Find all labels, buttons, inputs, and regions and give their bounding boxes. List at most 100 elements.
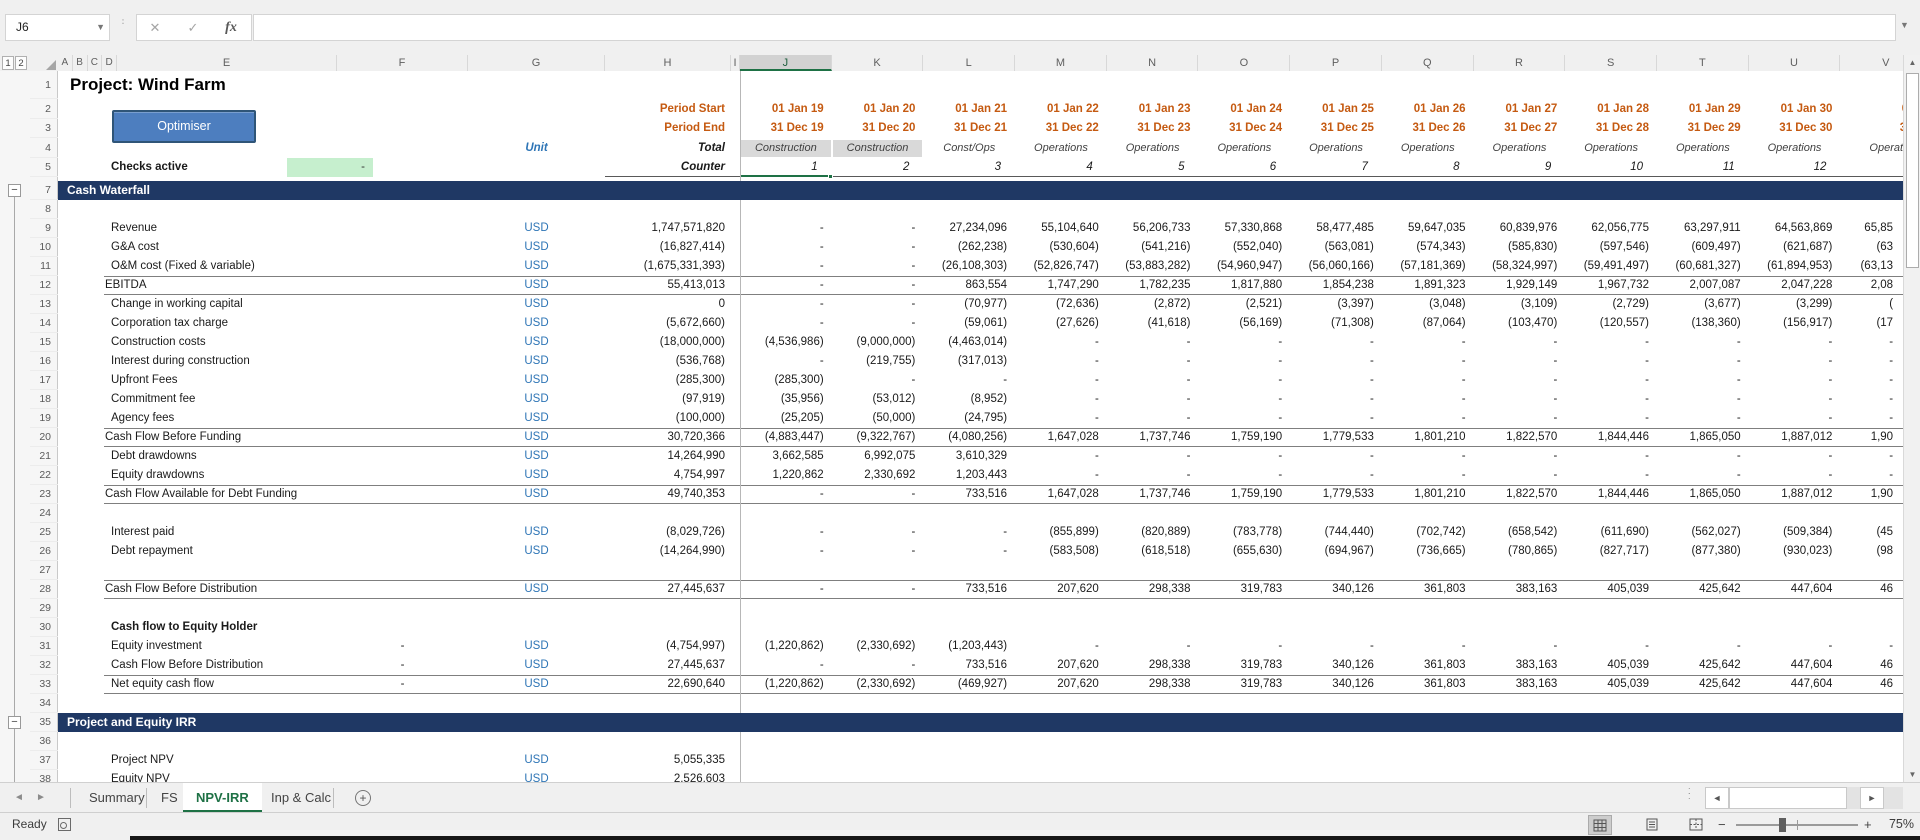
- cell-J20[interactable]: (4,883,447): [764, 431, 824, 443]
- cell-S13[interactable]: (2,729): [1612, 298, 1649, 310]
- period-type-V[interactable]: Operat: [1869, 142, 1904, 154]
- column-header-T[interactable]: T: [1657, 55, 1749, 71]
- counter-S[interactable]: 10: [1630, 161, 1643, 173]
- cell-S15[interactable]: -: [1645, 336, 1649, 348]
- cell-U20[interactable]: 1,887,012: [1781, 431, 1833, 443]
- cell-H32[interactable]: 27,445,637: [667, 659, 725, 671]
- zoom-out-icon[interactable]: −: [1718, 817, 1726, 832]
- cell-O33[interactable]: 319,783: [1240, 678, 1283, 690]
- cell-J23[interactable]: -: [819, 488, 824, 500]
- period-end-U3[interactable]: 31 Dec 30: [1779, 122, 1833, 134]
- cell-L10[interactable]: (262,238): [957, 241, 1008, 253]
- zoom-in-icon[interactable]: +: [1864, 817, 1872, 832]
- period-start-K2[interactable]: 01 Jan 20: [863, 103, 916, 115]
- cell-H14[interactable]: (5,672,660): [666, 317, 725, 329]
- period-type-S[interactable]: Operations: [1584, 142, 1639, 154]
- period-start-U2[interactable]: 01 Jan 30: [1780, 103, 1833, 115]
- cell-U11[interactable]: (61,894,953): [1767, 260, 1833, 272]
- column-header-M[interactable]: M: [1015, 55, 1107, 71]
- cell-P15[interactable]: -: [1370, 336, 1374, 348]
- cell-J9[interactable]: -: [819, 222, 824, 234]
- row-header-22[interactable]: 22: [30, 466, 58, 485]
- row-header-12[interactable]: 12: [30, 276, 58, 295]
- cell-G19[interactable]: USD: [524, 412, 549, 424]
- cell-V32[interactable]: 46: [1880, 659, 1894, 671]
- optimiser-button[interactable]: Optimiser: [112, 110, 256, 143]
- row-header-19[interactable]: 19: [30, 409, 58, 428]
- period-type-O[interactable]: Operations: [1217, 142, 1272, 154]
- cell-U33[interactable]: 447,604: [1790, 678, 1833, 690]
- cell-H9[interactable]: 1,747,571,820: [651, 222, 725, 234]
- cell-L9[interactable]: 27,234,096: [949, 222, 1008, 234]
- cell-K20[interactable]: (9,322,767): [856, 431, 916, 443]
- cell-J12[interactable]: -: [819, 279, 824, 291]
- counter-R[interactable]: 9: [1544, 161, 1552, 173]
- cell-M32[interactable]: 207,620: [1057, 659, 1099, 671]
- counter-T[interactable]: 11: [1722, 161, 1735, 173]
- macro-record-icon[interactable]: [58, 818, 71, 831]
- cell-G28[interactable]: USD: [524, 583, 549, 595]
- cell-Q19[interactable]: -: [1461, 412, 1466, 424]
- row-header-7[interactable]: 7: [30, 181, 58, 200]
- cell-M33[interactable]: 207,620: [1057, 678, 1099, 690]
- row-header-33[interactable]: 33: [30, 675, 58, 694]
- row-header-32[interactable]: 32: [30, 656, 58, 675]
- cell-H12[interactable]: 55,413,013: [667, 279, 725, 291]
- checks-active-value[interactable]: -: [287, 158, 373, 177]
- cell-V10[interactable]: (63: [1876, 241, 1894, 253]
- cell-N17[interactable]: -: [1186, 374, 1191, 386]
- cell-S12[interactable]: 1,967,732: [1597, 279, 1649, 291]
- row-header-24[interactable]: 24: [30, 504, 58, 523]
- cell-J32[interactable]: -: [819, 659, 824, 671]
- cell-R15[interactable]: -: [1553, 336, 1558, 348]
- cell-L15[interactable]: (4,463,014): [948, 336, 1008, 348]
- column-header-E[interactable]: E: [117, 55, 337, 71]
- period-end-Q3[interactable]: 31 Dec 26: [1412, 122, 1466, 134]
- cell-P12[interactable]: 1,854,238: [1322, 279, 1374, 291]
- cell-F32[interactable]: -: [400, 659, 405, 671]
- period-end-O3[interactable]: 31 Dec 24: [1229, 122, 1283, 134]
- column-header-O[interactable]: O: [1199, 55, 1291, 71]
- cell-F33[interactable]: -: [400, 678, 405, 690]
- cell-V20[interactable]: 1,90: [1870, 431, 1894, 443]
- counter-J[interactable]: 1: [811, 161, 818, 173]
- cell-Q33[interactable]: 361,803: [1424, 678, 1466, 690]
- period-type-P[interactable]: Operations: [1309, 142, 1363, 154]
- row-header-15[interactable]: 15: [30, 333, 58, 352]
- cell-O17[interactable]: -: [1278, 374, 1283, 386]
- row-header-13[interactable]: 13: [30, 295, 58, 314]
- cell-R14[interactable]: (103,470): [1508, 317, 1558, 329]
- cell-L31[interactable]: (1,203,443): [948, 640, 1008, 652]
- cell-J16[interactable]: -: [819, 355, 824, 367]
- period-type-U[interactable]: Operations: [1767, 142, 1822, 154]
- cell-H18[interactable]: (97,919): [682, 393, 725, 405]
- cell-L18[interactable]: (8,952): [970, 393, 1008, 405]
- cell-Q16[interactable]: -: [1461, 355, 1466, 367]
- cell-U23[interactable]: 1,887,012: [1781, 488, 1833, 500]
- cell-Q22[interactable]: -: [1461, 469, 1466, 481]
- cell-K13[interactable]: -: [911, 298, 916, 310]
- period-end-P3[interactable]: 31 Dec 25: [1320, 122, 1374, 134]
- counter-P[interactable]: 7: [1361, 161, 1368, 173]
- cell-R31[interactable]: -: [1553, 640, 1558, 652]
- counter-O[interactable]: 6: [1269, 161, 1277, 173]
- cell-N20[interactable]: 1,737,746: [1139, 431, 1191, 443]
- horizontal-splitter[interactable]: ⁚ ⁚: [1688, 787, 1691, 801]
- vertical-scroll-thumb[interactable]: [1906, 73, 1919, 268]
- period-type-M[interactable]: Operations: [1034, 142, 1088, 154]
- cell-K23[interactable]: -: [911, 488, 916, 500]
- cell-L26[interactable]: -: [1003, 545, 1008, 557]
- cell-L16[interactable]: (317,013): [957, 355, 1008, 367]
- period-type-J[interactable]: Construction: [741, 140, 831, 157]
- row-header-17[interactable]: 17: [30, 371, 58, 390]
- cell-L25[interactable]: -: [1003, 526, 1008, 538]
- cell-G20[interactable]: USD: [524, 431, 549, 443]
- counter-L[interactable]: 3: [994, 161, 1002, 173]
- cell-U26[interactable]: (930,023): [1783, 545, 1833, 557]
- cell-H26[interactable]: (14,264,990): [659, 545, 725, 557]
- cell-K19[interactable]: (50,000): [872, 412, 916, 424]
- cell-M18[interactable]: -: [1094, 393, 1099, 405]
- row-header-2[interactable]: 2: [30, 99, 58, 119]
- cell-G17[interactable]: USD: [524, 374, 549, 386]
- cell-K32[interactable]: -: [911, 659, 916, 671]
